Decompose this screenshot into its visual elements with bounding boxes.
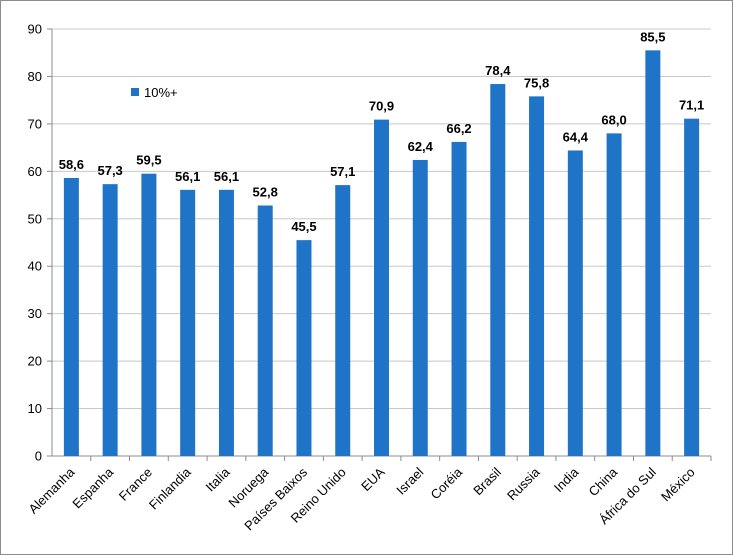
y-tick-label: 20 (28, 354, 42, 369)
y-tick-label: 50 (28, 211, 42, 226)
x-tick-label: Espanha (69, 464, 116, 511)
bar (257, 205, 273, 456)
y-tick-label: 60 (28, 164, 42, 179)
x-tick-label: Brasil (470, 464, 504, 498)
x-tick-label: Finlandia (146, 464, 194, 512)
data-label: 45,5 (291, 219, 316, 234)
data-labels: 58,6 57,3 59,5 56,1 56,1 52,8 45,5 57,1 70,9 62,4… (59, 29, 705, 234)
y-tick-label: 70 (28, 116, 42, 131)
data-label: 56,1 (175, 169, 200, 184)
x-tick-label: México (658, 465, 698, 505)
legend-swatch (131, 88, 139, 96)
data-label: 56,1 (214, 169, 239, 184)
data-label: 85,5 (640, 29, 665, 44)
y-tick-label: 30 (28, 306, 42, 321)
bar (374, 119, 389, 456)
bars (63, 50, 700, 457)
bar (296, 240, 312, 456)
x-tick-label: Italia (203, 464, 234, 495)
data-label: 57,3 (97, 163, 122, 178)
bar (606, 133, 622, 456)
data-label: 57,1 (330, 164, 355, 179)
bar (490, 84, 506, 456)
data-label: 66,2 (446, 121, 471, 136)
y-tick-label: 80 (28, 69, 42, 84)
data-label: 52,8 (253, 184, 278, 199)
gridlines (52, 28, 711, 457)
x-tick-label: Alemanha (25, 464, 78, 517)
bar (102, 184, 118, 457)
data-label: 75,8 (524, 75, 549, 90)
data-label: 71,1 (679, 98, 704, 113)
bar (529, 96, 545, 457)
data-label: 62,4 (408, 139, 434, 154)
y-tick-label: 10 (28, 401, 42, 416)
bar (180, 189, 196, 456)
legend: 10%+ (122, 78, 188, 108)
y-tick-label: 0 (35, 449, 42, 464)
bar (141, 173, 157, 456)
bar (645, 50, 661, 456)
bar (63, 177, 79, 456)
data-label: 64,4 (563, 129, 589, 144)
x-tick-label: Coréia (427, 464, 465, 502)
bar (412, 159, 428, 457)
y-axis-ticks: 0 10 20 30 40 50 60 70 80 90 (28, 22, 53, 464)
data-label: 68,0 (601, 112, 626, 127)
x-tick-label: China (586, 464, 621, 499)
legend-label: 10%+ (144, 85, 178, 100)
bar (218, 189, 234, 456)
bar (684, 118, 700, 457)
bar (335, 185, 351, 456)
data-label: 58,6 (59, 157, 84, 172)
x-tick-label: Russia (504, 464, 543, 503)
data-label: 59,5 (136, 153, 161, 168)
x-tick-label: Israel (393, 464, 426, 497)
y-tick-label: 90 (28, 22, 42, 37)
data-label: 78,4 (485, 63, 511, 78)
x-tick-label: EUA (358, 464, 388, 494)
x-tick-label: India (551, 464, 582, 495)
data-label: 70,9 (369, 99, 394, 114)
bar (567, 150, 583, 457)
y-tick-label: 40 (28, 259, 42, 274)
bar (451, 141, 467, 456)
